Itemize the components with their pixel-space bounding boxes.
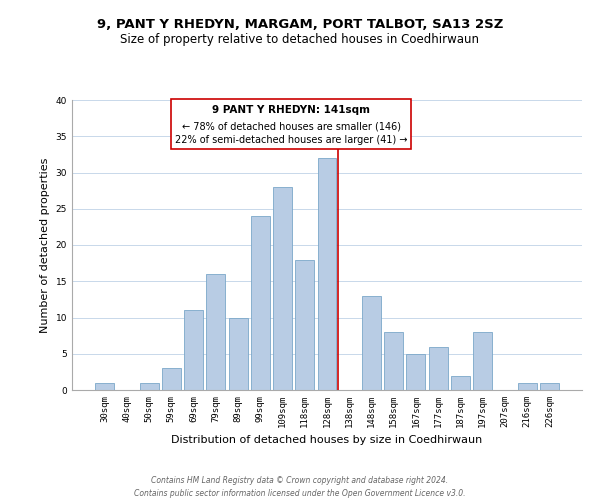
Bar xyxy=(518,383,536,390)
Bar xyxy=(206,274,225,390)
Bar xyxy=(384,332,403,390)
Bar xyxy=(429,346,448,390)
Bar xyxy=(95,383,114,390)
Bar xyxy=(140,383,158,390)
Bar xyxy=(540,383,559,390)
Text: 9, PANT Y RHEDYN, MARGAM, PORT TALBOT, SA13 2SZ: 9, PANT Y RHEDYN, MARGAM, PORT TALBOT, S… xyxy=(97,18,503,30)
Bar xyxy=(273,187,292,390)
X-axis label: Distribution of detached houses by size in Coedhirwaun: Distribution of detached houses by size … xyxy=(172,436,482,446)
Text: Contains HM Land Registry data © Crown copyright and database right 2024.
Contai: Contains HM Land Registry data © Crown c… xyxy=(134,476,466,498)
Bar xyxy=(251,216,270,390)
Bar xyxy=(362,296,381,390)
Bar xyxy=(295,260,314,390)
Bar xyxy=(229,318,248,390)
Text: Size of property relative to detached houses in Coedhirwaun: Size of property relative to detached ho… xyxy=(121,32,479,46)
Bar xyxy=(406,354,425,390)
Bar xyxy=(184,310,203,390)
FancyBboxPatch shape xyxy=(172,98,412,150)
Bar xyxy=(162,368,181,390)
Bar xyxy=(317,158,337,390)
Text: ← 78% of detached houses are smaller (146): ← 78% of detached houses are smaller (14… xyxy=(182,122,401,132)
Text: 22% of semi-detached houses are larger (41) →: 22% of semi-detached houses are larger (… xyxy=(175,135,407,145)
Bar xyxy=(451,376,470,390)
Bar xyxy=(473,332,492,390)
Text: 9 PANT Y RHEDYN: 141sqm: 9 PANT Y RHEDYN: 141sqm xyxy=(212,104,370,115)
Y-axis label: Number of detached properties: Number of detached properties xyxy=(40,158,50,332)
